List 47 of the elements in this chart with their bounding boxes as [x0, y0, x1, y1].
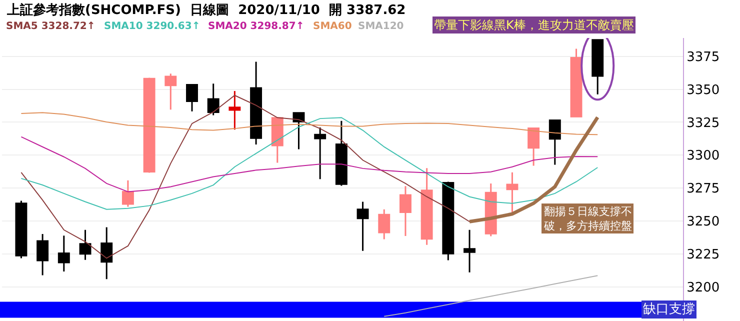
text: SMA10 3290.63↑ — [104, 21, 200, 32]
y-tick-label: 3375 — [686, 50, 720, 65]
candlestick — [58, 234, 70, 272]
candlestick — [506, 172, 518, 215]
candlestick — [292, 112, 305, 150]
candlestick — [592, 39, 604, 96]
text: SMA20 3298.87↑ — [208, 21, 304, 32]
annotation: 翻揚５日線支撐不破，多方持續控盤 — [543, 205, 632, 232]
candlestick — [100, 226, 113, 280]
candlestick — [122, 180, 134, 208]
band-label: 缺口支撐 — [643, 302, 695, 317]
y-tick-label: 3325 — [686, 116, 720, 131]
candlestick — [314, 126, 326, 180]
text: SMA120 — [358, 21, 404, 32]
y-tick-label: 3200 — [686, 280, 720, 296]
candlestick — [420, 167, 433, 246]
candlestick — [36, 233, 49, 276]
candlestick — [15, 200, 28, 259]
candlestick — [79, 229, 92, 261]
candlestick — [271, 117, 284, 164]
text: 帶量下影線黑K棒，進攻力道不敵賣壓 — [434, 18, 634, 32]
candlestick — [164, 72, 177, 110]
y-tick-label: 3250 — [686, 214, 720, 230]
y-tick-label: 3350 — [686, 82, 720, 98]
candlestick — [548, 120, 561, 166]
candlestick — [528, 127, 540, 167]
candlestick — [228, 90, 241, 130]
text: SMA5 3328.72↑ — [6, 21, 96, 32]
y-tick-label: 3275 — [686, 182, 720, 197]
chart-title: 上証參考指數(SHCOMP.FS) 日線圖 2020/11/10 開 3387.62 — [6, 2, 406, 18]
candlestick — [186, 84, 198, 112]
line-series — [20, 112, 598, 136]
candlestick — [335, 120, 348, 186]
candlestick — [356, 201, 369, 252]
candlestick — [207, 82, 220, 116]
candlestick — [464, 229, 476, 274]
text: SMA60 — [313, 21, 352, 32]
candlestick — [570, 48, 582, 118]
y-tick-label: 3300 — [686, 148, 720, 164]
y-tick-label: 3225 — [686, 247, 720, 262]
line-series — [20, 136, 598, 192]
candlestick — [143, 77, 156, 174]
candlestick — [250, 60, 262, 146]
candlestick — [400, 185, 412, 237]
candlestick — [442, 180, 454, 261]
line-series — [384, 275, 598, 317]
candlestick — [378, 208, 390, 240]
